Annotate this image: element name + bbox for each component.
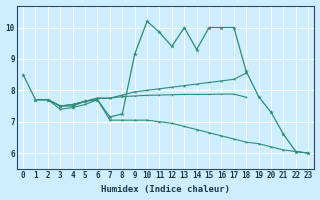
X-axis label: Humidex (Indice chaleur): Humidex (Indice chaleur) bbox=[101, 185, 230, 194]
